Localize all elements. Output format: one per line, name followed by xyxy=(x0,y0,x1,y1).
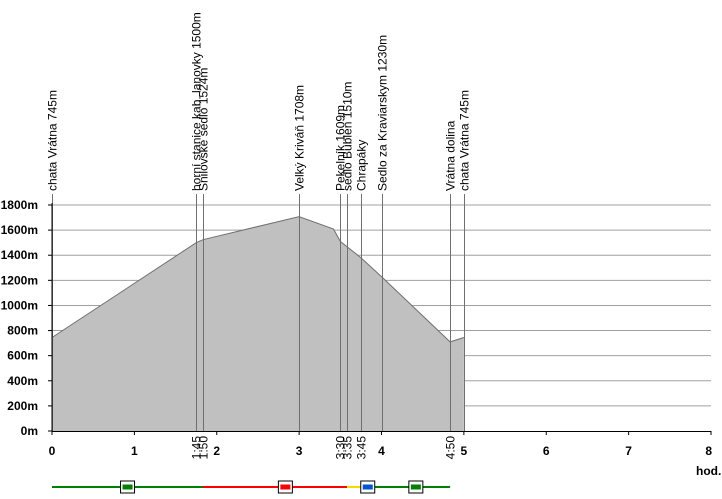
profile-fill xyxy=(52,216,464,431)
waypoint-label-7: Sedlo za Kraviarskym 1230m xyxy=(376,35,390,191)
waypoint-label-3: Velký Kriváň 1708m xyxy=(293,85,307,191)
x-tick-label-3: 3 xyxy=(296,444,303,458)
trail-marker-stripe-2 xyxy=(362,484,373,490)
x-tick-labels: 0 1 2 3 4 5 6 7 8 xyxy=(49,431,712,458)
y-tick-label-2: 400m xyxy=(7,374,38,388)
x-tick-label-0: 0 xyxy=(49,444,56,458)
x-tick-label-1: 1 xyxy=(131,444,138,458)
waypoint-label-4: Pekelník 1609m xyxy=(334,105,348,191)
x-tick-label-2: 2 xyxy=(213,444,220,458)
y-tick-label-1: 200m xyxy=(7,399,38,413)
time-labels: 1:451:50 3:303:35 3:45 4:50 xyxy=(190,436,458,460)
waypoint-label-8: Vrátna dolina xyxy=(444,120,458,191)
x-tick-label-4: 4 xyxy=(378,444,385,458)
y-tick-label-8: 1600m xyxy=(1,223,38,237)
trail-marker-stripe-0 xyxy=(122,484,133,490)
waypoint-label-2: Snilovské sedlo 1524m xyxy=(197,68,211,191)
time-label-4: 3:30 xyxy=(334,436,348,460)
y-tick-label-9: 1800m xyxy=(1,198,38,212)
x-tick-label-7: 7 xyxy=(625,444,632,458)
trail-marker-stripe-3 xyxy=(410,484,421,490)
waypoint-label-0: chata Vrátna 745m xyxy=(46,90,60,191)
waypoint-label-6: Chrapáky xyxy=(355,140,369,191)
trail-marker-stripe-1 xyxy=(280,484,291,490)
time-label-1: 1:45 xyxy=(190,436,204,460)
y-tick-label-6: 1200m xyxy=(1,273,38,287)
profile-outline xyxy=(51,216,465,343)
x-tick-label-8: 8 xyxy=(705,444,712,458)
waypoint-label-1: horní stanice kab. lanovky 1500m xyxy=(190,12,204,191)
y-tick-label-7: 1400m xyxy=(1,248,38,262)
time-label-2: 1:50 xyxy=(197,436,211,460)
y-tick-label-3: 600m xyxy=(7,349,38,363)
waypoint-label-9: chata Vrátna 745m xyxy=(458,90,472,191)
x-tick-label-6: 6 xyxy=(543,444,550,458)
profile-area xyxy=(51,216,465,431)
x-tick-label-5: 5 xyxy=(461,444,468,458)
y-tick-label-0: 0m xyxy=(21,424,38,438)
waypoint-label-5: sedlo Bublen 1510m xyxy=(341,82,355,191)
trail-bar xyxy=(52,480,451,494)
time-label-5: 3:35 xyxy=(341,436,355,460)
x-axis-label: hod. xyxy=(696,464,721,478)
y-tick-labels: 0m 200m 400m 600m 800m 1000m 1200m 1400m 1600m 18… xyxy=(1,198,52,438)
time-label-8: 4:50 xyxy=(444,436,458,460)
y-tick-label-4: 800m xyxy=(7,324,38,338)
y-tick-label-5: 1000m xyxy=(1,298,38,312)
waypoint-labels: chata Vrátna 745m horní stanice kab. lano… xyxy=(46,12,472,191)
time-label-6: 3:45 xyxy=(355,436,369,460)
